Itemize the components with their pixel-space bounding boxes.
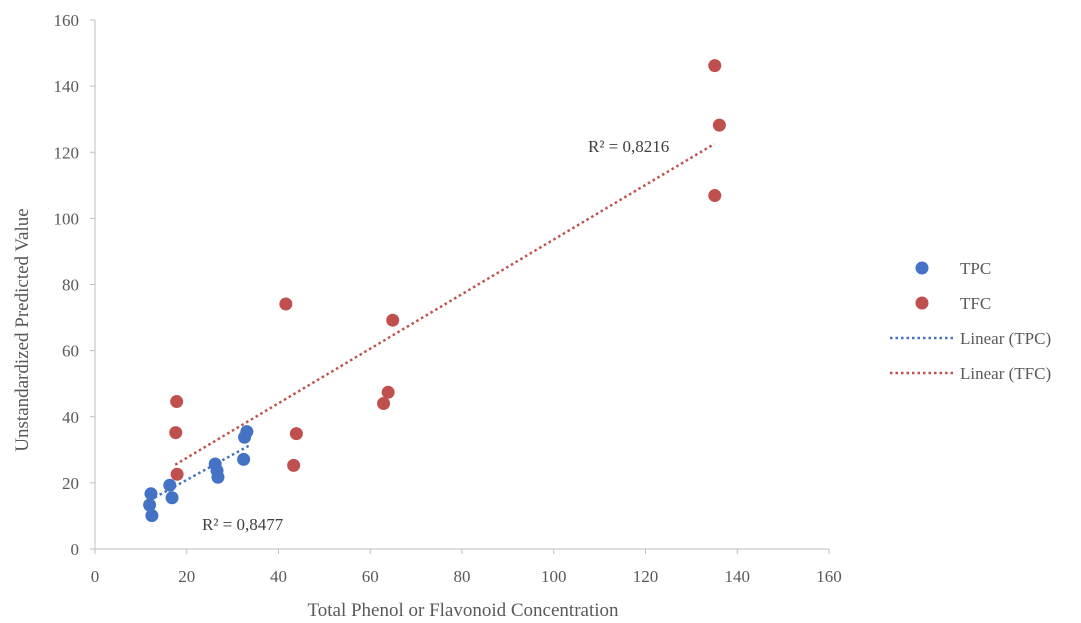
- r-squared-annotations: R² = 0,8477 R² = 0,8216: [202, 137, 669, 534]
- data-point-tpc: [165, 491, 179, 505]
- axes: 0 20 40 60 80 100 120 140 160 0 20 40 60 80 100 120 140 1…: [54, 11, 842, 586]
- y-tick-label: 120: [54, 143, 80, 162]
- data-point-tfc: [708, 189, 722, 203]
- data-point-tfc: [712, 118, 726, 132]
- data-point-tpc: [145, 509, 159, 523]
- data-points: [143, 59, 726, 523]
- legend-label-linear-tpc: Linear (TPC): [960, 329, 1051, 348]
- x-tick-label: 0: [91, 567, 100, 586]
- trendline-tfc: [174, 142, 715, 466]
- data-point-tfc: [287, 458, 301, 472]
- data-point-tfc: [169, 426, 183, 440]
- trendlines: [149, 142, 715, 502]
- y-tick-label: 60: [62, 342, 79, 361]
- y-tick-label: 160: [54, 11, 80, 30]
- r2-label-tfc: R² = 0,8216: [588, 137, 669, 156]
- data-point-tfc: [708, 59, 722, 73]
- data-point-tfc: [381, 385, 395, 399]
- x-axis-title: Total Phenol or Flavonoid Concentration: [307, 600, 619, 621]
- data-point-tfc: [377, 397, 391, 411]
- data-point-tfc: [279, 297, 293, 311]
- y-tick-label: 140: [54, 77, 80, 96]
- data-point-tpc: [211, 470, 225, 484]
- data-point-tpc: [163, 478, 177, 492]
- trendline-tpc: [149, 444, 250, 502]
- x-tick-label: 100: [541, 567, 567, 586]
- data-point-tfc: [170, 395, 184, 409]
- legend-marker-tfc: [915, 296, 929, 310]
- x-tick-label: 140: [725, 567, 751, 586]
- data-point-tpc: [240, 425, 254, 439]
- x-tick-label: 60: [362, 567, 379, 586]
- y-tick-label: 80: [62, 276, 79, 295]
- y-tick-label: 20: [62, 474, 79, 493]
- data-point-tfc: [170, 467, 184, 481]
- x-tick-label: 20: [178, 567, 195, 586]
- legend: TPC TFC Linear (TPC) Linear (TFC): [890, 259, 1051, 383]
- x-tick-label: 40: [270, 567, 287, 586]
- data-point-tpc: [144, 487, 158, 501]
- r2-label-tpc: R² = 0,8477: [202, 515, 284, 534]
- legend-label-linear-tfc: Linear (TFC): [960, 364, 1051, 383]
- legend-marker-tpc: [915, 261, 929, 275]
- y-axis-title: Unstandardized Predicted Value: [12, 208, 33, 451]
- y-tick-label: 40: [62, 408, 79, 427]
- legend-label-tpc: TPC: [960, 259, 991, 278]
- data-point-tpc: [143, 498, 157, 512]
- y-tick-label: 100: [54, 209, 80, 228]
- x-tick-label: 160: [816, 567, 842, 586]
- legend-label-tfc: TFC: [960, 294, 991, 313]
- data-point-tpc: [237, 452, 251, 466]
- y-tick-label: 0: [71, 540, 80, 559]
- x-tick-label: 120: [633, 567, 659, 586]
- data-point-tfc: [289, 427, 303, 441]
- data-point-tfc: [386, 313, 400, 327]
- x-tick-label: 80: [454, 567, 471, 586]
